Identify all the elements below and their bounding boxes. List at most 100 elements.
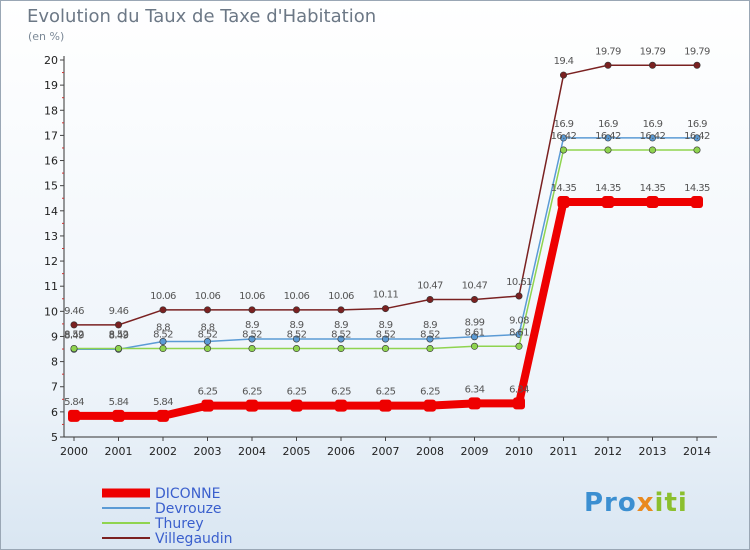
data-point-diconne: [112, 409, 125, 422]
data-point-diconne: [691, 196, 703, 209]
data-label-devrouze: 16.9: [687, 119, 707, 130]
data-point-devrouze: [381, 335, 389, 343]
data-label-devrouze: 16.9: [643, 119, 663, 130]
data-point-thurey: [159, 345, 167, 353]
series-line-devrouze: [73, 137, 698, 351]
y-tick-label: 6: [51, 406, 58, 419]
x-tick-label: 2001: [105, 445, 133, 458]
x-tick-label: 2005: [283, 445, 311, 458]
y-tick-label: 12: [44, 255, 58, 268]
data-label-diconne: 6.25: [331, 387, 351, 398]
data-label-villegaudin: 9.46: [109, 306, 129, 317]
y-tick-label: 18: [44, 104, 58, 117]
y-tick-label: 10: [44, 305, 58, 318]
data-point-villegaudin: [470, 296, 478, 304]
data-label-thurey: 16.42: [684, 131, 710, 142]
data-label-diconne: 6.34: [465, 384, 485, 395]
data-label-villegaudin: 10.11: [373, 290, 399, 301]
data-point-thurey: [604, 146, 612, 154]
data-point-thurey: [381, 345, 389, 353]
data-point-devrouze: [426, 335, 434, 343]
data-label-devrouze: 16.9: [554, 119, 574, 130]
data-label-devrouze: 8.9: [334, 320, 348, 331]
data-label-devrouze: 8.8: [156, 322, 170, 333]
data-point-diconne: [468, 397, 481, 410]
x-tick-label: 2006: [327, 445, 355, 458]
x-tick-label: 2013: [639, 445, 667, 458]
chart-title: Evolution du Taux de Taxe d'Habitation: [27, 6, 377, 27]
data-label-thurey: 8.52: [376, 330, 396, 341]
data-point-diconne: [557, 196, 570, 209]
data-point-villegaudin: [337, 306, 345, 314]
data-point-diconne: [513, 397, 525, 410]
data-label-devrouze: 8.9: [423, 320, 437, 331]
x-tick-label: 2002: [149, 445, 177, 458]
y-tick-label: 20: [44, 54, 58, 67]
data-point-diconne: [424, 399, 436, 412]
data-point-diconne: [201, 399, 214, 412]
data-label-thurey: 8.61: [509, 327, 529, 338]
data-point-diconne: [379, 399, 392, 412]
data-label-diconne: 5.84: [109, 397, 129, 408]
data-point-devrouze: [292, 335, 300, 343]
proxiti-logo: Proxiti: [584, 488, 688, 518]
data-point-thurey: [204, 345, 212, 353]
y-tick-label: 11: [44, 280, 58, 293]
x-tick-label: 2012: [594, 445, 622, 458]
y-tick-label: 17: [44, 129, 58, 142]
data-label-devrouze: 9.08: [509, 315, 529, 326]
x-tick-label: 2007: [372, 445, 400, 458]
logo-part-2: x: [636, 488, 655, 518]
data-label-villegaudin: 10.61: [506, 277, 532, 288]
data-point-devrouze: [648, 134, 656, 142]
data-label-diconne: 6.34: [509, 384, 529, 395]
data-point-thurey: [70, 345, 78, 353]
data-label-diconne: 6.25: [420, 387, 440, 398]
x-tick-label: 2011: [550, 445, 578, 458]
y-tick-label: 19: [44, 79, 58, 92]
data-label-thurey: 16.42: [640, 131, 666, 142]
data-label-devrouze: 8.49: [109, 330, 129, 341]
y-tick-label: 8: [51, 356, 58, 369]
data-label-devrouze: 8.9: [378, 320, 392, 331]
data-label-thurey: 8.61: [465, 327, 485, 338]
data-point-diconne: [157, 409, 169, 422]
data-point-villegaudin: [604, 61, 612, 69]
data-point-devrouze: [204, 337, 212, 345]
data-point-villegaudin: [159, 306, 167, 314]
data-label-diconne: 6.25: [376, 387, 396, 398]
data-label-diconne: 6.25: [198, 387, 218, 398]
legend-label-thurey: Thurey: [154, 516, 204, 532]
data-point-thurey: [337, 345, 345, 353]
data-point-thurey: [426, 345, 434, 353]
data-label-thurey: 8.52: [153, 330, 173, 341]
x-tick-label: 2014: [683, 445, 711, 458]
data-label-diconne: 14.35: [640, 183, 666, 194]
data-point-diconne: [646, 196, 659, 209]
data-point-villegaudin: [693, 61, 701, 69]
data-point-villegaudin: [381, 305, 389, 313]
data-label-thurey: 8.52: [109, 330, 129, 341]
data-label-villegaudin: 19.4: [554, 56, 574, 67]
data-point-devrouze: [693, 134, 701, 142]
data-label-villegaudin: 10.06: [195, 291, 221, 302]
y-tick-label: 16: [44, 155, 58, 168]
data-label-villegaudin: 19.79: [684, 46, 710, 57]
data-labels-layer: 5.84 5.84 5.84 6.25 6.25 6.25 6.25 6.25 6.25 6.34…: [64, 46, 711, 408]
data-label-villegaudin: 10.06: [239, 291, 265, 302]
y-tick-label: 14: [44, 205, 58, 218]
data-label-villegaudin: 19.79: [595, 46, 621, 57]
chart-axes: 5 6 7 8 9 10 11 12 13 14 15 16 17 18 19 20 2000 2001 2002 2…: [44, 54, 717, 458]
data-label-diconne: 14.35: [595, 183, 621, 194]
data-point-devrouze: [559, 134, 567, 142]
data-point-thurey: [115, 345, 123, 353]
data-label-devrouze: 8.8: [200, 322, 214, 333]
data-label-thurey: 16.42: [551, 131, 577, 142]
data-label-thurey: 8.52: [198, 330, 218, 341]
data-point-villegaudin: [115, 321, 123, 329]
data-point-villegaudin: [292, 306, 300, 314]
y-tick-label: 13: [44, 230, 58, 243]
data-label-diconne: 5.84: [64, 397, 84, 408]
